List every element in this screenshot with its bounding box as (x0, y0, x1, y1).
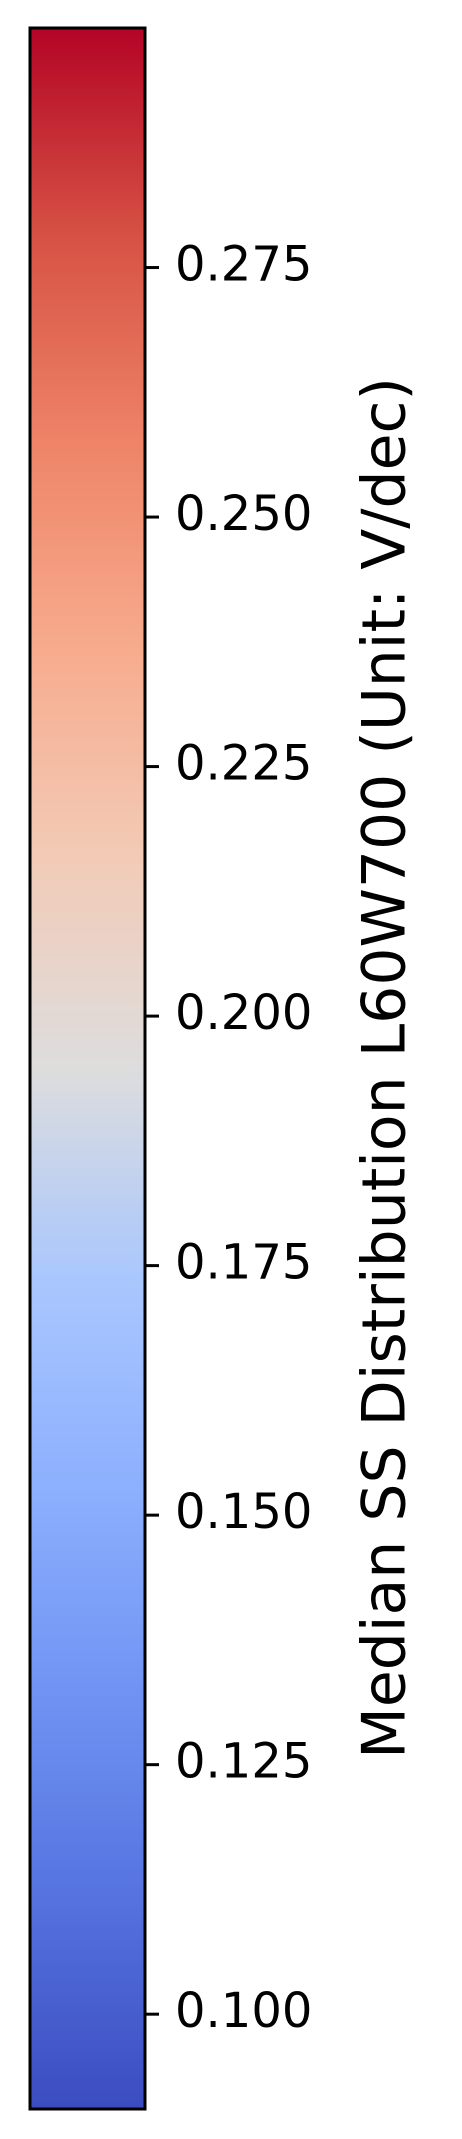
colorbar-gradient (30, 28, 145, 2109)
tick-label: 0.150 (175, 1484, 312, 1540)
tick-label: 0.100 (175, 1983, 312, 2039)
tick-label: 0.125 (175, 1734, 312, 1790)
tick-label: 0.275 (175, 237, 312, 293)
colorbar-frame (28, 26, 147, 2111)
tick-label: 0.250 (175, 486, 312, 542)
tick-group: 0.100 0.125 0.150 0.175 0.200 0.225 0.250 0.275 (145, 237, 312, 2039)
tick-label: 0.200 (175, 985, 312, 1041)
tick-label: 0.225 (175, 736, 312, 792)
colorbar-label: Median SS Distribution L60W700 (Unit: V/… (350, 377, 420, 1759)
tick-label: 0.175 (175, 1235, 312, 1291)
